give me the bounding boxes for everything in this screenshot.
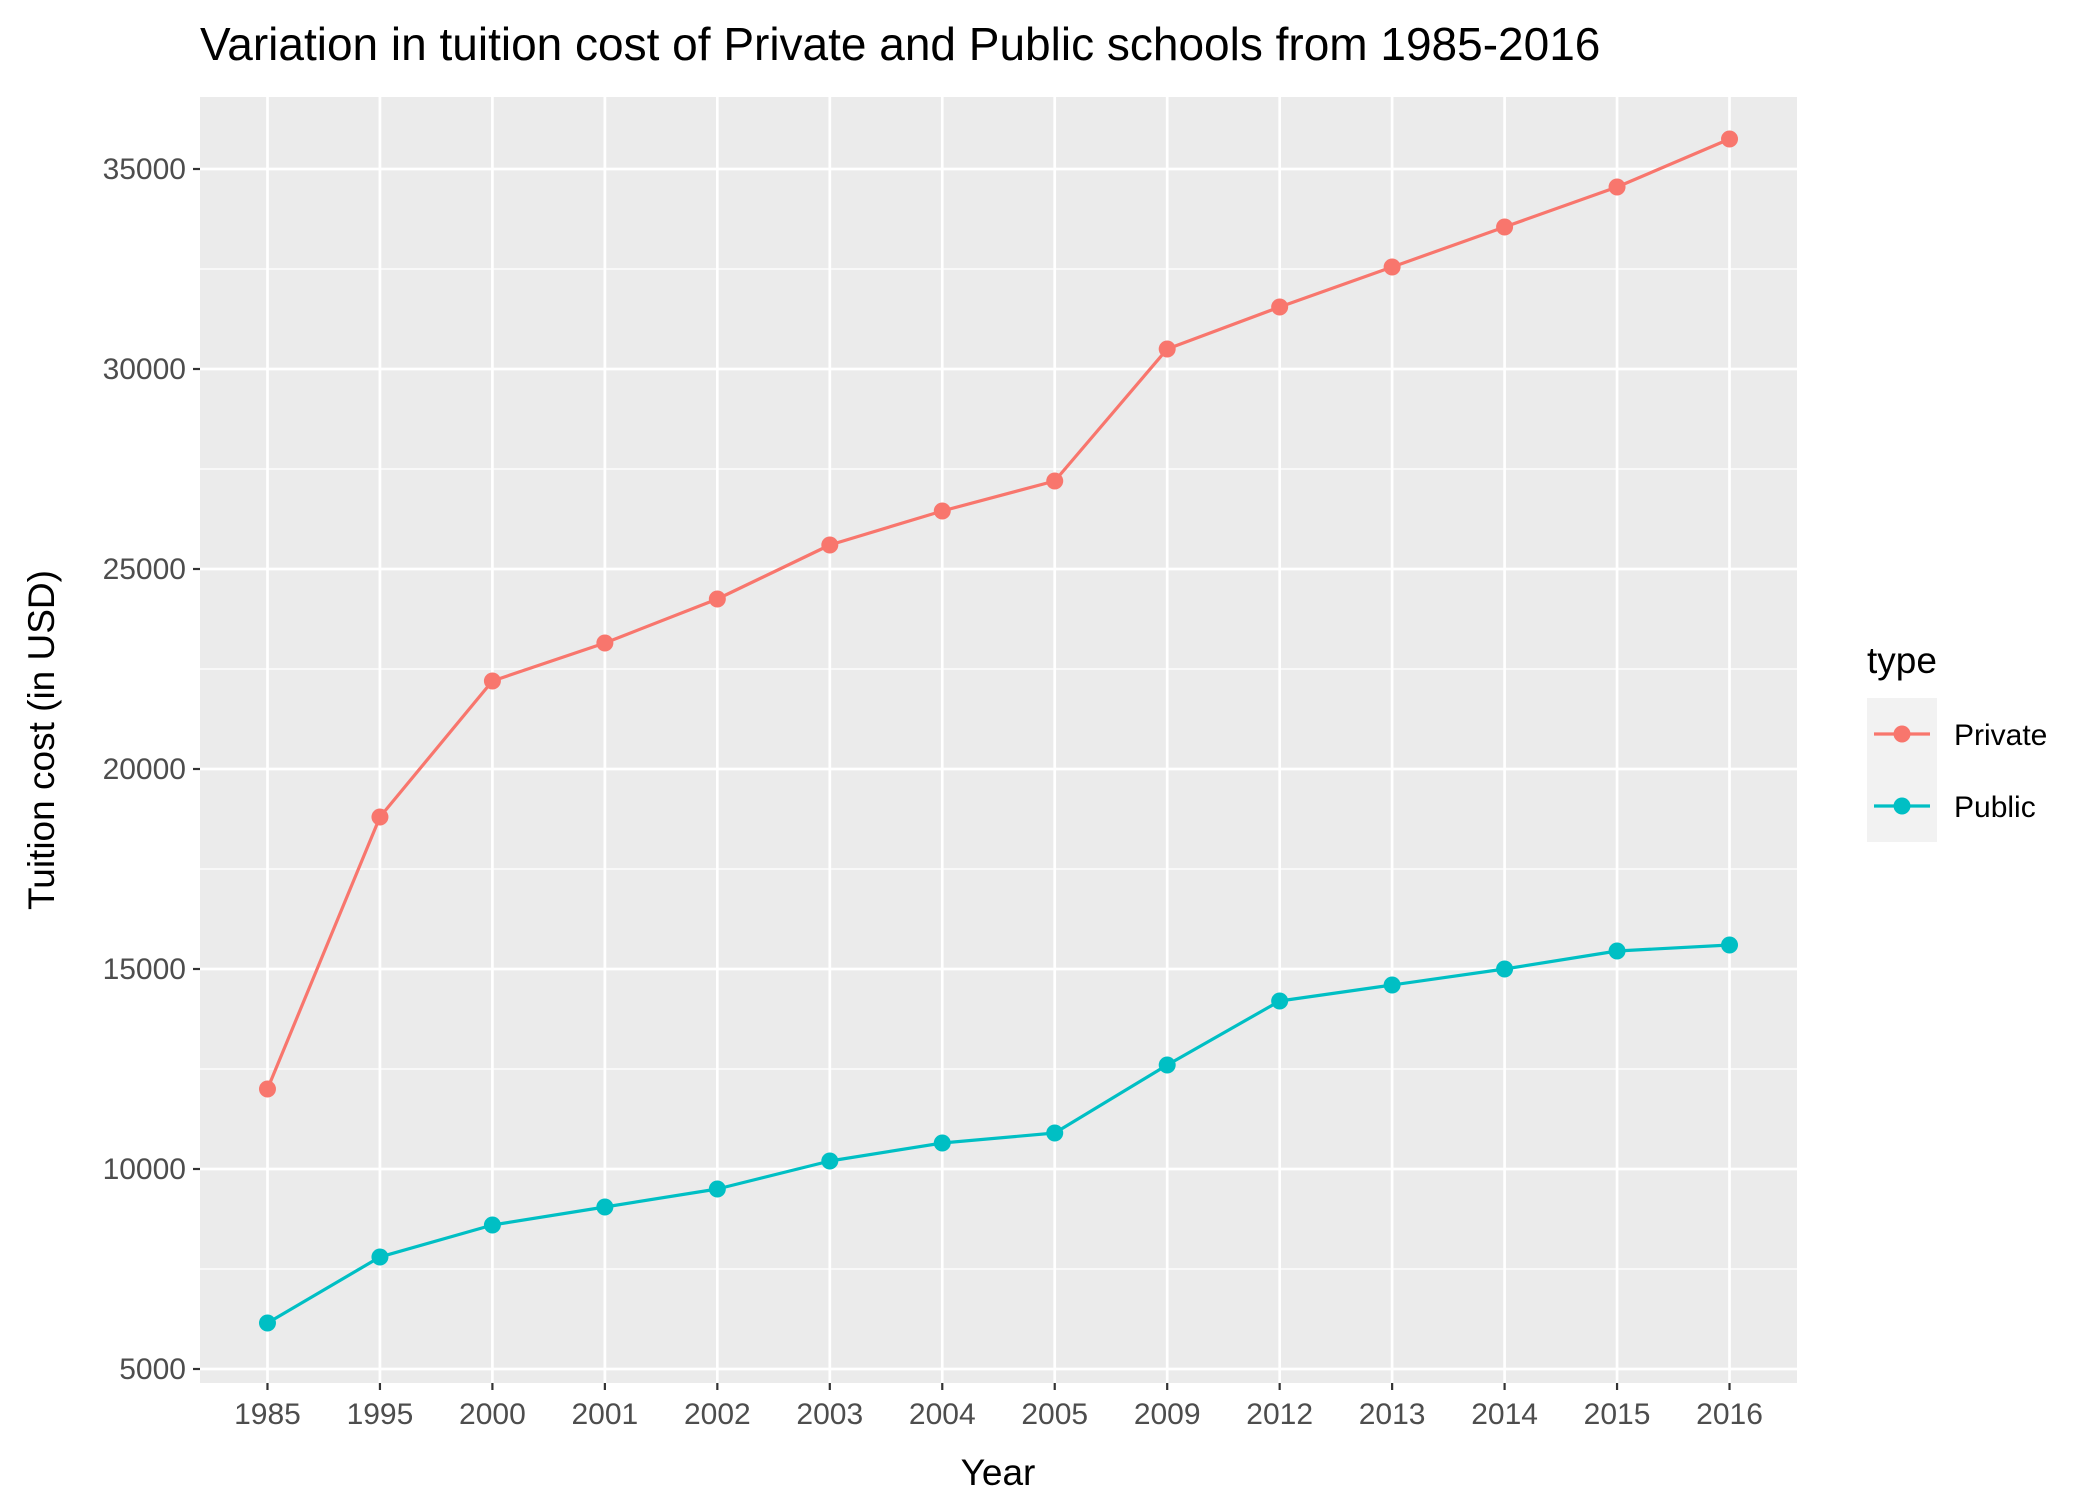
legend-item-public: Public <box>1867 770 2036 842</box>
data-point <box>483 672 501 690</box>
data-point <box>933 1134 951 1152</box>
legend-point <box>1893 797 1911 815</box>
data-point <box>1496 960 1514 978</box>
data-point <box>821 1152 839 1170</box>
data-point <box>1046 472 1064 490</box>
x-tick-label: 1985 <box>234 1398 301 1431</box>
y-tick-label: 30000 <box>103 353 186 386</box>
series-line <box>266 137 1731 1090</box>
data-point <box>1383 976 1401 994</box>
data-point <box>821 536 839 554</box>
data-point <box>1721 936 1739 954</box>
y-tick-label: 25000 <box>103 553 186 586</box>
data-point <box>1383 258 1401 276</box>
data-point <box>258 1080 276 1098</box>
x-tick-label: 2005 <box>1021 1398 1088 1431</box>
data-point <box>1046 1124 1064 1142</box>
y-tick-label: 35000 <box>103 153 186 186</box>
y-tick-label: 10000 <box>103 1153 186 1186</box>
x-tick-label: 2012 <box>1246 1398 1313 1431</box>
data-point <box>1608 178 1626 196</box>
data-point <box>596 1198 614 1216</box>
x-tick-label: 2000 <box>459 1398 526 1431</box>
x-tick-label: 2009 <box>1134 1398 1201 1431</box>
data-point <box>371 808 389 826</box>
data-point <box>708 1180 726 1198</box>
data-point <box>371 1248 389 1266</box>
data-point <box>933 502 951 520</box>
data-point <box>1158 1056 1176 1074</box>
data-point <box>1608 942 1626 960</box>
legend-item-private: Private <box>1867 698 2047 770</box>
data-point <box>483 1216 501 1234</box>
legend-point <box>1893 725 1911 743</box>
major-gridlines <box>200 97 1797 1383</box>
y-tick-label: 5000 <box>119 1353 186 1386</box>
legend: type Private Public <box>1867 640 2047 842</box>
x-axis: 1985 1995 2000 2001 2002 2003 2004 2005 2009 2012… <box>234 1383 1763 1431</box>
data-point <box>1721 130 1739 148</box>
legend-label: Public <box>1954 791 2036 824</box>
data-point <box>1158 340 1176 358</box>
y-tick-label: 15000 <box>103 953 186 986</box>
data-point <box>258 1314 276 1332</box>
series-line <box>266 943 1730 1325</box>
series-private <box>258 130 1739 1098</box>
data-point <box>1271 298 1289 316</box>
data-point <box>708 590 726 608</box>
x-tick-label: 2013 <box>1359 1398 1426 1431</box>
x-tick-label: 2015 <box>1584 1398 1651 1431</box>
x-tick-label: 2002 <box>684 1398 751 1431</box>
plot-panel <box>200 97 1797 1383</box>
data-point <box>596 634 614 652</box>
x-tick-label: 1995 <box>347 1398 414 1431</box>
legend-label: Private <box>1954 719 2047 752</box>
x-tick-label: 2001 <box>571 1398 638 1431</box>
data-point <box>1496 218 1514 236</box>
data-point <box>1271 992 1289 1010</box>
y-tick-label: 20000 <box>103 753 186 786</box>
series-layer <box>258 130 1739 1332</box>
series-public <box>258 936 1739 1332</box>
y-axis-title: Tuition cost (in USD) <box>21 570 62 910</box>
x-tick-label: 2014 <box>1471 1398 1538 1431</box>
chart-title: Variation in tuition cost of Private and… <box>200 18 1600 70</box>
minor-gridlines <box>200 268 1797 1270</box>
x-tick-label: 2016 <box>1696 1398 1763 1431</box>
x-tick-label: 2004 <box>909 1398 976 1431</box>
x-tick-label: 2003 <box>796 1398 863 1431</box>
y-axis: 5000 10000 15000 20000 25000 30000 35000 <box>103 153 200 1386</box>
x-axis-title: Year <box>961 1452 1036 1493</box>
legend-title: type <box>1867 640 1937 681</box>
